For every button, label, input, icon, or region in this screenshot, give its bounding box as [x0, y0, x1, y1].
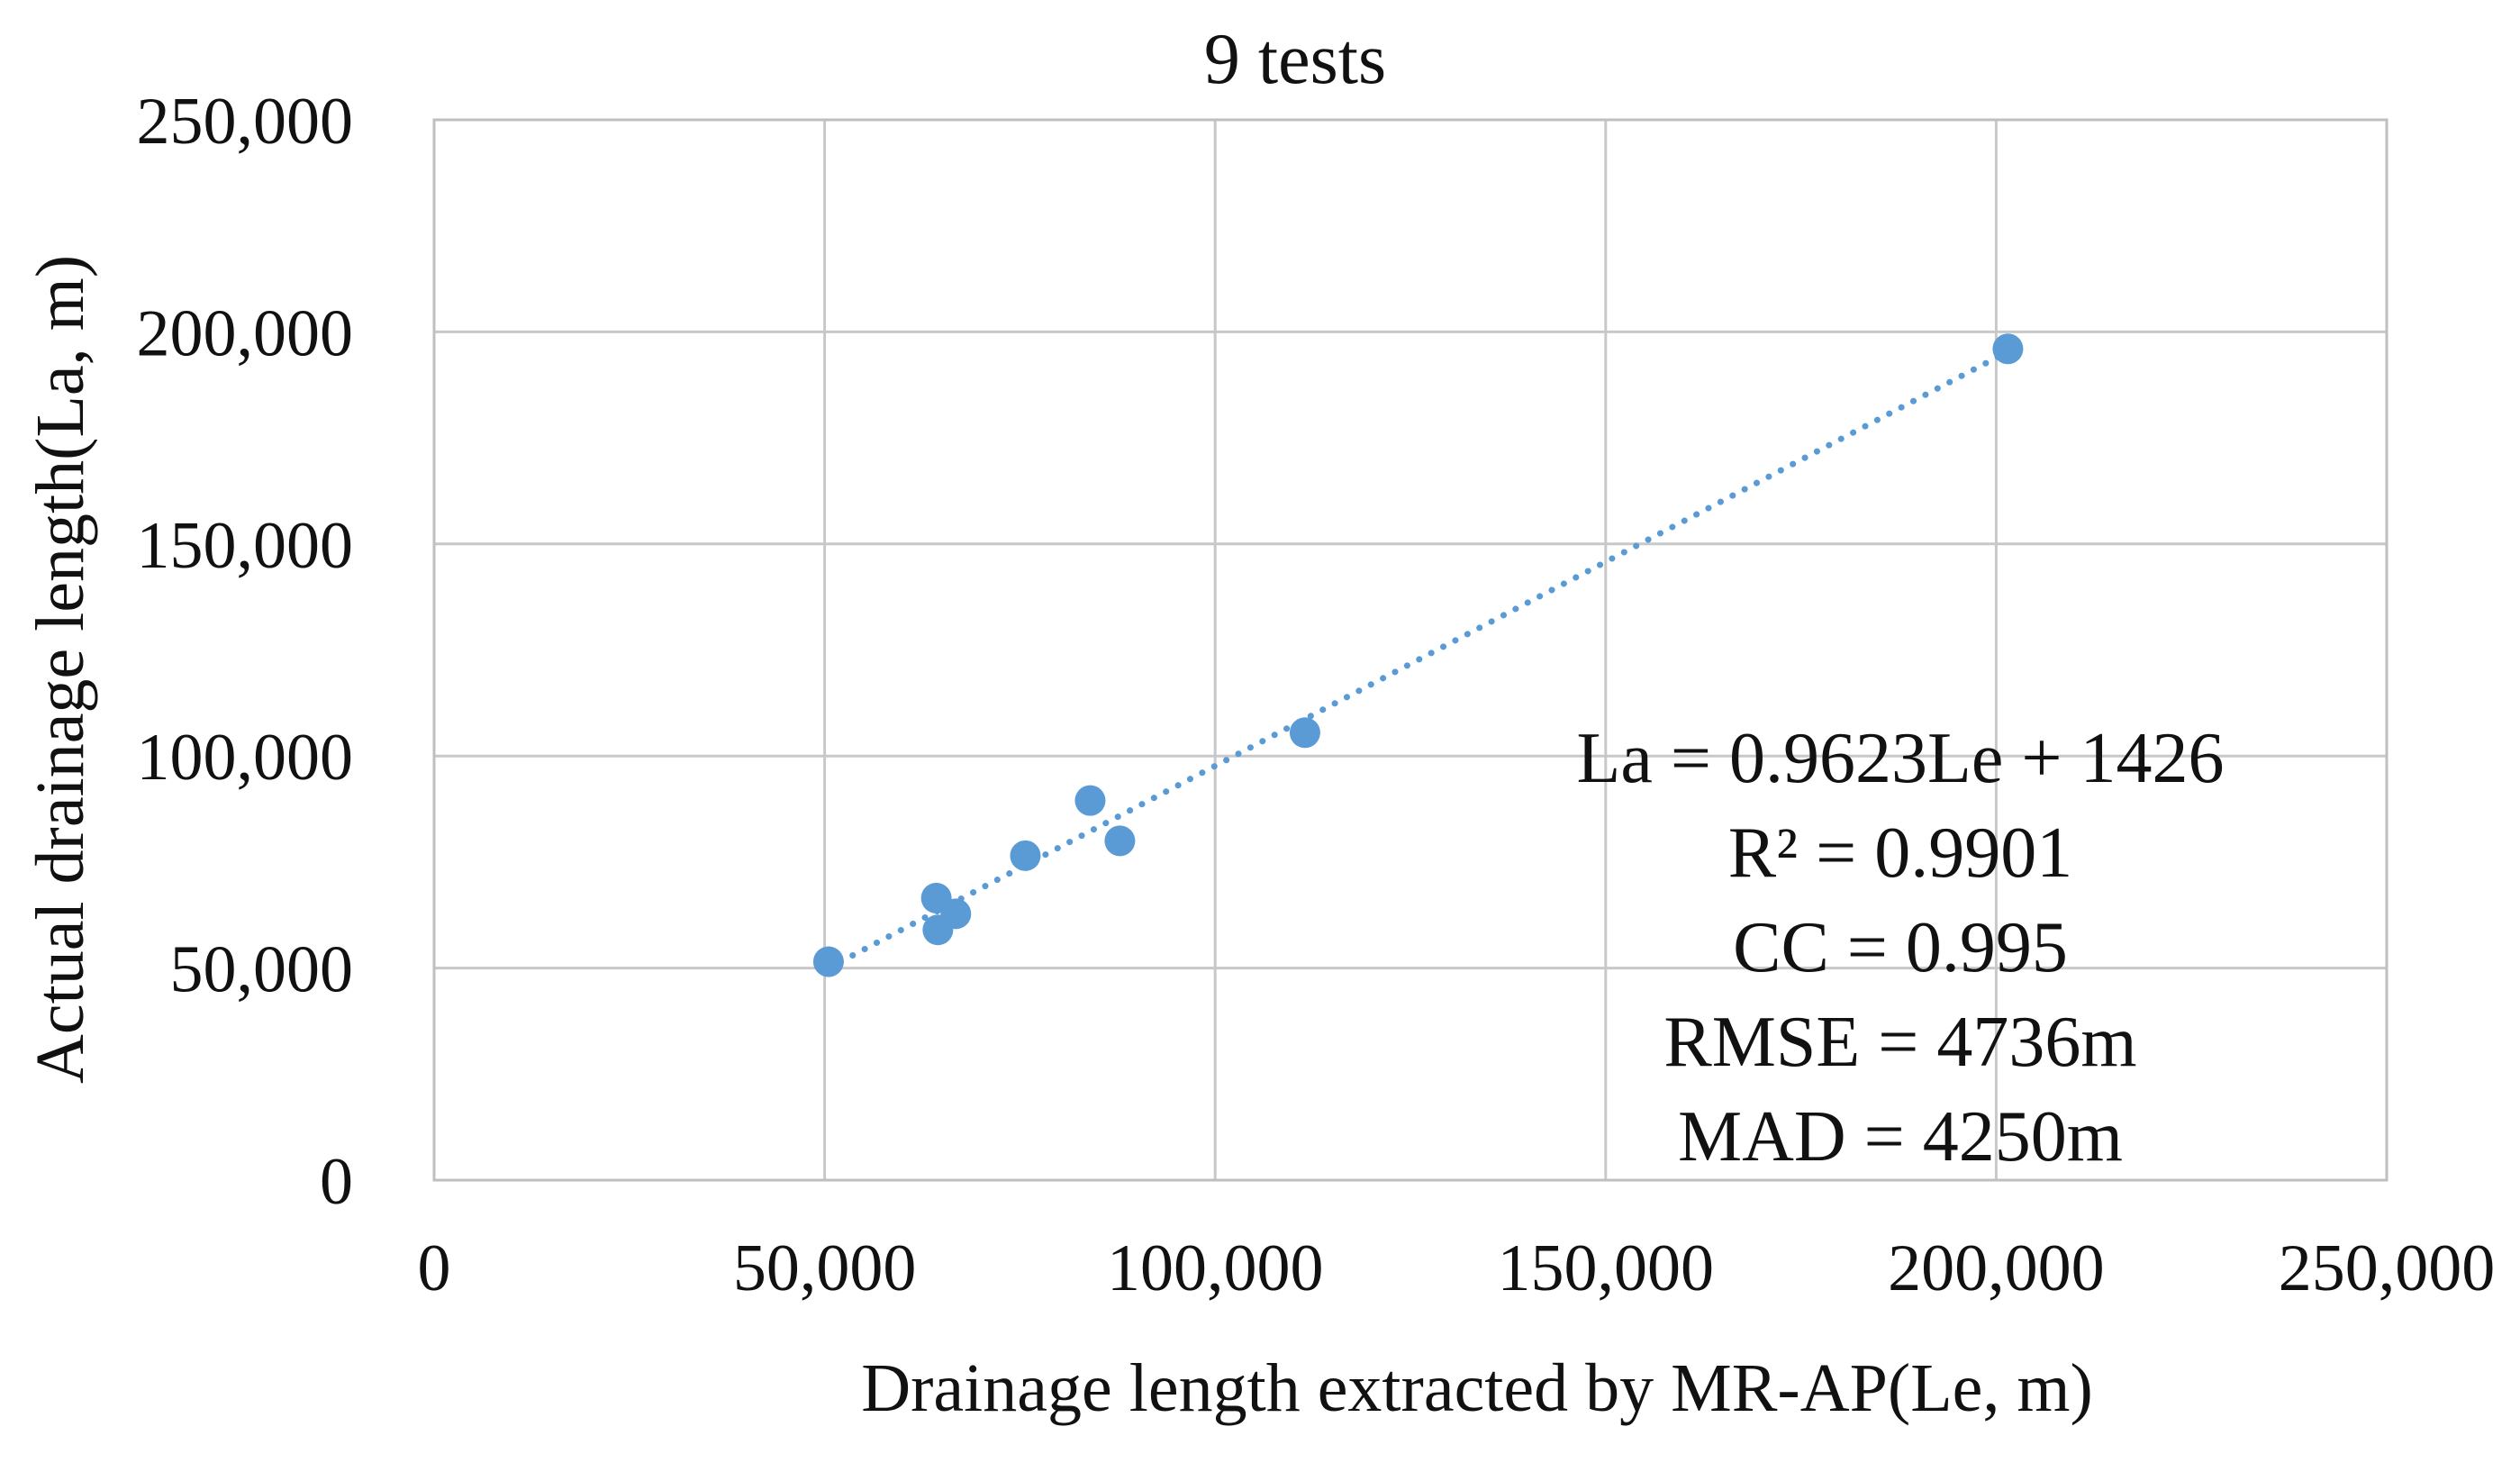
- x-tick-label: 0: [418, 1231, 451, 1305]
- annotation-line: La = 0.9623Le + 1426: [1577, 719, 2225, 798]
- y-tick-label: 0: [320, 1145, 353, 1219]
- annotation-line: CC = 0.995: [1733, 908, 2068, 987]
- plot-area-frame: [432, 118, 2389, 1182]
- y-tick-label: 250,000: [137, 85, 354, 159]
- y-tick-label: 200,000: [137, 296, 354, 370]
- x-tick-label: 50,000: [733, 1231, 917, 1305]
- y-tick-label: 100,000: [137, 721, 354, 795]
- x-tick-label: 250,000: [2279, 1231, 2496, 1305]
- data-point: [1074, 785, 1106, 816]
- x-tick-label: 200,000: [1888, 1231, 2105, 1305]
- annotation-line: RMSE = 4736m: [1663, 1003, 2136, 1082]
- y-tick-label: 150,000: [137, 509, 354, 583]
- x-tick-label: 150,000: [1498, 1231, 1715, 1305]
- x-axis-label: Drainage length extracted by MR-AP(Le, m…: [861, 1350, 2093, 1426]
- x-axis-tick-labels: 0 50,000 100,000 150,000 200,000 250,000: [418, 1231, 2496, 1305]
- data-point: [1992, 333, 2024, 365]
- data-point: [940, 898, 972, 930]
- data-point: [812, 946, 844, 977]
- data-point: [1289, 717, 1320, 749]
- annotation-line: R² = 0.9901: [1728, 813, 2072, 893]
- data-points: [812, 333, 2024, 977]
- regression-annotations: La = 0.9623Le + 1426 R² = 0.9901 CC = 0.99…: [1577, 719, 2225, 1177]
- annotation-line: MAD = 4250m: [1678, 1097, 2123, 1177]
- trendline: [825, 348, 2011, 971]
- y-tick-label: 50,000: [170, 933, 354, 1007]
- y-axis-label: Actual drainage length(La, m): [23, 255, 98, 1084]
- data-point: [1104, 825, 1136, 857]
- y-axis-tick-labels: 0 50,000 100,000 150,000 200,000 250,000: [137, 85, 354, 1219]
- data-point: [1010, 840, 1041, 871]
- x-tick-label: 100,000: [1107, 1231, 1324, 1305]
- chart-title: 9 tests: [1204, 20, 1386, 99]
